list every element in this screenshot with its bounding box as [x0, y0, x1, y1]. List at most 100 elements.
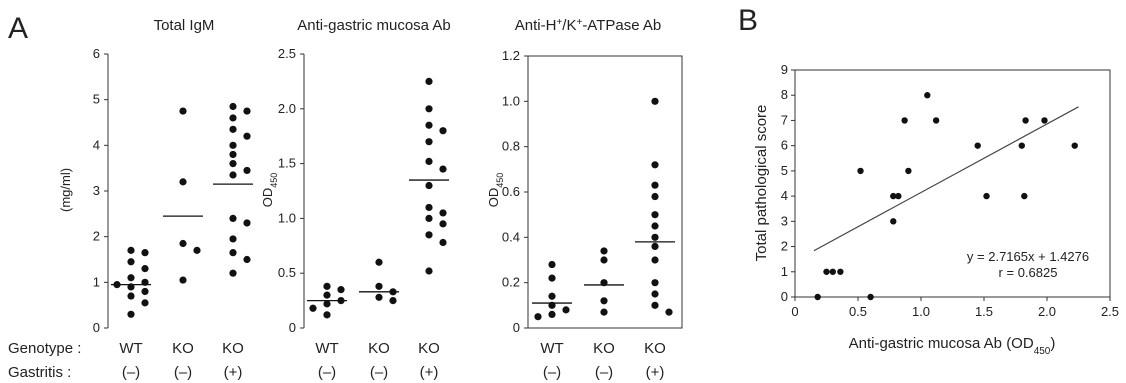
- gastritis-label: (–): [543, 364, 561, 381]
- genotype-label: KO: [418, 340, 440, 357]
- data-point: [243, 219, 251, 227]
- data-point: [548, 274, 556, 282]
- data-point: [179, 276, 187, 284]
- mean-lines: [307, 179, 449, 302]
- group-labels: Genotype : Gastritis : WT (–) KO (–) KO (+) WT…: [8, 340, 666, 381]
- y-tick-label: 2.5: [278, 46, 296, 61]
- x-tick-label: 2.0: [1038, 304, 1056, 319]
- data-point: [534, 313, 542, 321]
- data-point: [1022, 117, 1029, 124]
- data-point: [243, 107, 251, 115]
- data-point: [229, 214, 237, 222]
- data-point: [375, 258, 383, 266]
- data-point: [141, 299, 149, 307]
- data-point: [600, 308, 608, 316]
- y-tick-label: 3: [781, 213, 788, 228]
- data-point: [229, 235, 237, 243]
- genotype-row-label: Genotype :: [8, 340, 81, 357]
- y-tick-label: 1.2: [502, 48, 520, 63]
- y-ticks: 0 1 2 3 4 5 6 7 8 9: [781, 62, 795, 304]
- data-point: [857, 167, 864, 175]
- x-tick-label: 1.5: [975, 304, 993, 319]
- data-point: [905, 167, 912, 175]
- data-point: [141, 249, 149, 257]
- y-ticks: 0 0.2 0.4 0.6 0.8 1.0 1.2: [502, 48, 528, 335]
- data-point: [243, 255, 251, 264]
- y-tick-label: 1: [93, 274, 100, 289]
- data-point: [1041, 117, 1048, 124]
- data-point: [651, 97, 659, 105]
- data-point: [375, 282, 383, 290]
- data-point: [337, 286, 345, 294]
- x-ticks: 0 0.5 1.0 1.5 2.0 2.5: [791, 297, 1119, 319]
- data-point: [895, 192, 902, 200]
- mean-lines: [532, 241, 675, 304]
- chart-total-igm: Total IgM (mg/ml) 0 1 2 3 4 5 6: [58, 17, 253, 335]
- data-point: [439, 209, 447, 217]
- panel-label-a: A: [8, 12, 28, 45]
- chart-anti-h-k-atpase: Anti-H+/K+-ATPase Ab OD450 00.20.40.60.8…: [486, 17, 683, 335]
- chart-anti-gastric-mucosa: Anti-gastric mucosa Ab OD450 0 0.5 1.0 1.5 2…: [260, 17, 451, 335]
- y-tick-label: 0: [513, 320, 520, 335]
- data-point: [323, 291, 331, 299]
- y-tick-label: 0.2: [502, 275, 520, 290]
- data-point: [425, 181, 433, 190]
- x-tick-label: 0: [791, 304, 798, 319]
- data-point: [651, 301, 659, 309]
- y-tick-label: 6: [781, 138, 788, 153]
- data-point: [651, 290, 659, 298]
- gastritis-row-label: Gastritis :: [8, 364, 71, 381]
- y-tick-label: 4: [93, 137, 100, 152]
- y-tick-label: 0: [289, 320, 296, 335]
- y-tick-label: 0.5: [278, 265, 296, 280]
- y-tick-label: 3: [93, 183, 100, 198]
- data-point: [651, 181, 659, 189]
- y-tick-label: 5: [781, 163, 788, 178]
- data-point: [229, 160, 237, 168]
- data-point: [425, 267, 433, 275]
- data-point: [425, 121, 433, 129]
- data-point: [323, 282, 331, 290]
- data-point: [651, 242, 659, 250]
- data-point: [425, 138, 433, 146]
- data-point: [439, 127, 447, 135]
- data-point: [243, 166, 251, 175]
- y-tick-label: 2: [93, 229, 100, 244]
- data-point: [229, 171, 237, 179]
- data-point: [901, 117, 908, 124]
- x-tick-label: 1.0: [912, 304, 930, 319]
- y-tick-label: 2: [781, 239, 788, 254]
- data-point: [932, 117, 940, 124]
- data-point: [890, 192, 897, 200]
- data-point: [665, 308, 673, 316]
- gastritis-label: (–): [174, 364, 192, 381]
- data-point: [823, 268, 830, 275]
- y-tick-label: 1: [781, 264, 788, 279]
- gastritis-label: (–): [370, 364, 388, 381]
- data-point: [127, 310, 135, 318]
- genotype-label: KO: [593, 340, 615, 357]
- genotype-label: WT: [540, 340, 563, 357]
- data-point: [229, 114, 237, 122]
- data-point: [229, 150, 237, 159]
- x-tick-label: 2.5: [1101, 304, 1119, 319]
- genotype-label: KO: [222, 340, 244, 357]
- y-tick-label: 0.4: [502, 229, 520, 244]
- correlation-coefficient: r = 0.6825: [999, 265, 1058, 280]
- data-point: [600, 256, 608, 264]
- data-point: [814, 293, 821, 301]
- y-ticks: 0 1 2 3 4 5 6: [93, 46, 108, 335]
- data-point: [983, 192, 990, 200]
- regression-equation: y = 2.7165x + 1.4276: [967, 249, 1089, 264]
- data-point: [439, 165, 447, 173]
- data-point: [141, 287, 149, 296]
- chart-correlation: Total pathological score Anti-gastric mu…: [753, 62, 1119, 357]
- data-point: [1021, 192, 1028, 200]
- data-point: [179, 178, 187, 186]
- data-point: [439, 220, 447, 228]
- x-tick-label: 0.5: [849, 304, 867, 319]
- data-point: [1018, 142, 1025, 149]
- y-tick-label: 0.6: [502, 184, 520, 199]
- data-point: [600, 297, 608, 305]
